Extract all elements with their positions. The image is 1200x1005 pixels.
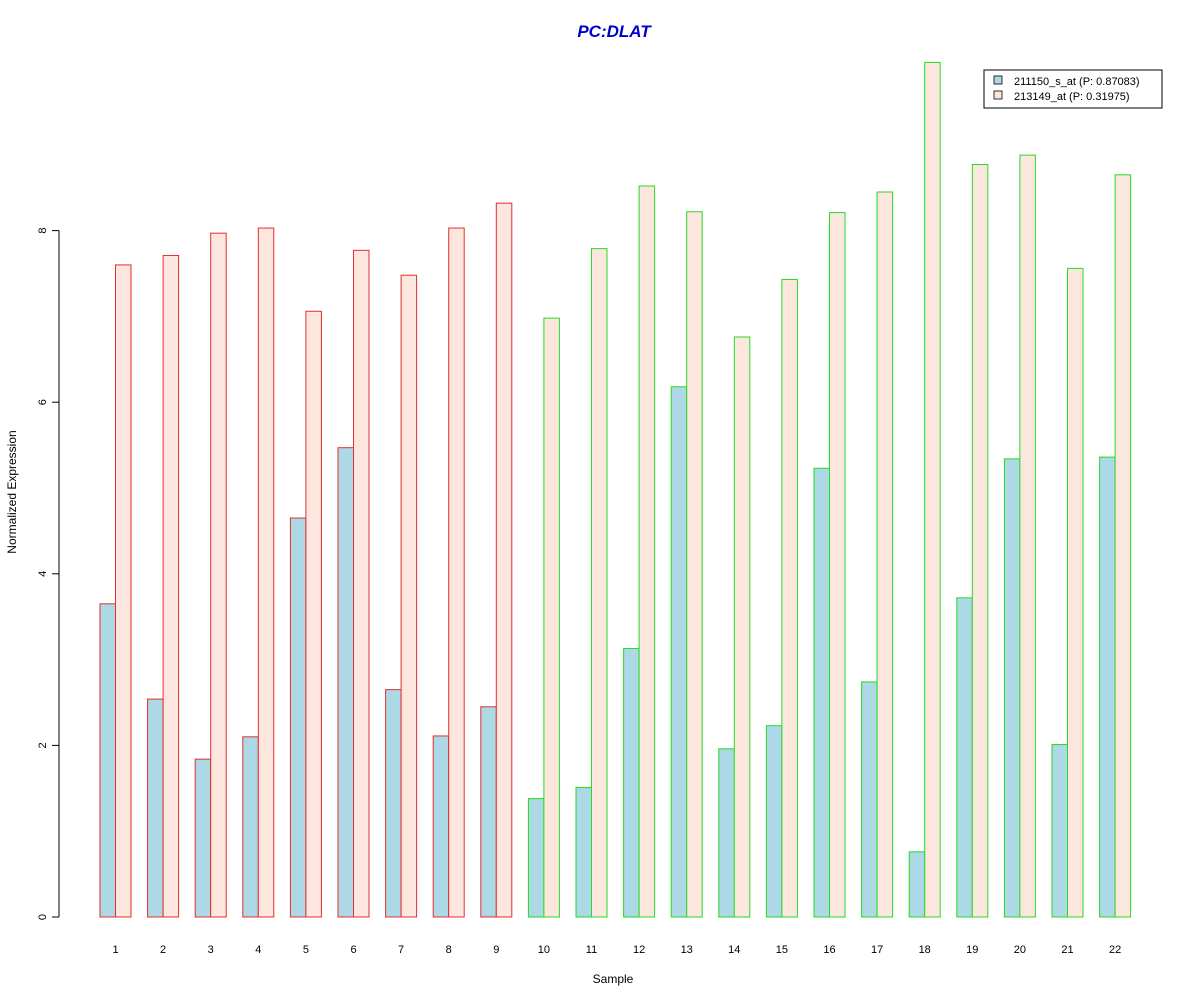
x-tick-label: 18 (919, 944, 931, 956)
bar-series1-sample-13 (670, 386, 688, 918)
x-tick-label: 9 (493, 944, 499, 956)
y-axis-label: Normalized Expression (5, 430, 19, 553)
bar-series1-sample-2 (147, 698, 164, 918)
y-tick-label: 8 (37, 228, 49, 234)
legend-label-211150: 211150_s_at (P: 0.87083) (1014, 76, 1140, 88)
bar-series1-sample-6 (337, 447, 354, 918)
bar-series1-sample-11 (575, 786, 592, 918)
x-tick-label: 1 (112, 944, 118, 956)
x-tick-label: 12 (633, 944, 645, 956)
y-axis: 0 2 4 6 8 (37, 228, 60, 920)
bar-series2-sample-22 (1114, 174, 1132, 918)
bar-series2-sample-1 (115, 264, 132, 918)
x-tick-label: 15 (776, 944, 788, 956)
bar-series2-sample-19 (971, 164, 989, 918)
bar-series1-sample-1 (99, 603, 116, 918)
legend: 211150_s_at (P: 0.87083) 213149_at (P: 0… (983, 69, 1163, 109)
bar-series1-sample-21 (1051, 744, 1068, 918)
legend-swatch-211150 (993, 75, 1003, 85)
bar-series2-sample-12 (638, 185, 656, 918)
legend-label-213149: 213149_at (P: 0.31975) (1014, 91, 1130, 103)
legend-swatch-213149 (993, 90, 1003, 100)
bar-series1-sample-3 (194, 758, 212, 918)
x-tick-label: 14 (728, 944, 740, 956)
x-tick-label: 8 (446, 944, 452, 956)
bar-series2-sample-18 (924, 61, 941, 918)
x-tick-label: 4 (255, 944, 261, 956)
x-tick-label: 16 (823, 944, 835, 956)
x-tick-label: 13 (681, 944, 693, 956)
bar-series2-sample-6 (353, 249, 370, 918)
chart-title: PC:DLAT (577, 22, 652, 41)
bar-series2-sample-7 (400, 274, 418, 918)
bar-series2-sample-3 (210, 232, 227, 918)
bar-series1-sample-9 (480, 706, 497, 918)
legend-box (983, 69, 1163, 109)
bar-series2-sample-4 (257, 227, 275, 918)
bar-series2-sample-11 (591, 248, 608, 918)
bar-series2-sample-10 (543, 317, 560, 918)
x-tick-label: 11 (586, 944, 597, 956)
bar-series2-sample-8 (448, 227, 465, 918)
bar-series1-sample-16 (813, 467, 830, 918)
bar-series1-sample-20 (1003, 458, 1021, 918)
bar-series2-sample-21 (1067, 267, 1084, 918)
x-tick-label: 2 (160, 944, 166, 956)
bar-series2-sample-2 (162, 254, 180, 918)
bar-series1-sample-19 (956, 597, 973, 918)
bar-series2-sample-17 (876, 191, 894, 918)
bar-series1-sample-7 (385, 689, 402, 918)
bar-series1-sample-5 (289, 517, 307, 918)
x-tick-label: 20 (1014, 944, 1026, 956)
bar-series1-sample-15 (765, 725, 783, 918)
bar-series2-sample-16 (829, 212, 846, 918)
y-tick-label: 2 (37, 742, 49, 748)
bar-series2-sample-5 (305, 310, 322, 918)
x-tick-label: 3 (208, 944, 214, 956)
x-tick-label: 7 (398, 944, 404, 956)
y-tick-label: 4 (37, 571, 49, 577)
bar-series1-sample-17 (861, 681, 878, 918)
bar-series1-sample-12 (623, 647, 640, 918)
x-tick-label: 21 (1061, 944, 1073, 956)
bar-series1-sample-14 (718, 748, 735, 918)
bar-series2-sample-9 (495, 202, 513, 918)
bar-series1-sample-18 (908, 851, 926, 918)
x-tick-label: 6 (350, 944, 356, 956)
x-axis-label: Sample (593, 972, 634, 986)
bar-series2-sample-14 (733, 336, 751, 918)
x-tick-label: 19 (966, 944, 978, 956)
x-tick-labels: 1 2 3 4 5 6 7 8 9 10 11 12 13 14 15 16 17 18 19 20 21 22 (112, 944, 1121, 956)
bar-series2-sample-20 (1019, 154, 1036, 918)
bars-group (99, 61, 1132, 918)
x-tick-label: 10 (538, 944, 550, 956)
bar-series1-sample-8 (432, 735, 450, 918)
bar-series1-sample-10 (527, 798, 545, 918)
y-tick-label: 0 (37, 914, 49, 920)
bar-series1-sample-4 (242, 736, 259, 918)
x-tick-label: 5 (303, 944, 309, 956)
bar-series1-sample-22 (1099, 456, 1116, 918)
bar-series2-sample-13 (686, 211, 703, 918)
x-tick-label: 22 (1109, 944, 1121, 956)
y-tick-label: 6 (37, 399, 49, 405)
x-tick-label: 17 (871, 944, 883, 956)
bar-series2-sample-15 (781, 279, 798, 918)
